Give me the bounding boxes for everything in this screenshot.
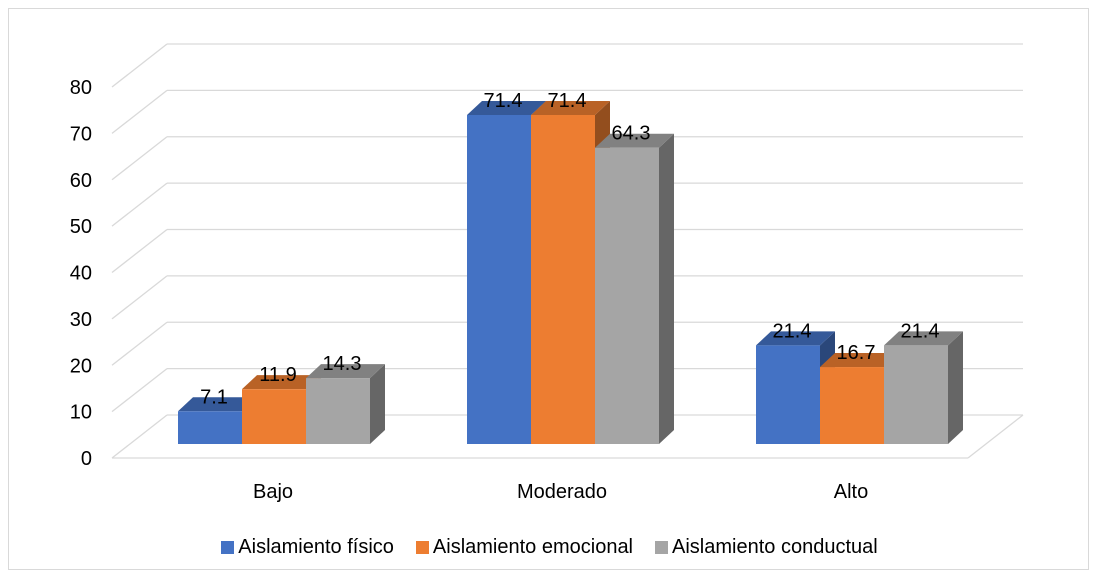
y-tick-label: 80 [70, 77, 92, 99]
data-label: 21.4 [901, 320, 940, 342]
data-label: 16.7 [837, 342, 876, 364]
y-tick-label: 40 [70, 263, 92, 285]
legend-item: Aislamiento físico [221, 536, 394, 559]
bar-top [531, 101, 610, 115]
legend-label: Aislamiento emocional [432, 536, 634, 558]
bar-front [884, 345, 948, 444]
gridline-side [111, 368, 168, 413]
y-tick-label: 60 [70, 170, 92, 192]
bar-front [595, 147, 659, 444]
bar-front [306, 378, 370, 444]
bar-front [820, 367, 884, 444]
gridline-side [111, 89, 168, 134]
gridline-side [111, 275, 168, 320]
bar-side [659, 133, 674, 444]
gridline-side [111, 43, 168, 88]
data-label: 71.4 [484, 90, 523, 112]
bar-front [178, 411, 242, 444]
data-label: 11.9 [259, 364, 296, 386]
bar-top [820, 353, 899, 368]
bar-side [948, 331, 963, 444]
gridline-side [111, 182, 168, 227]
gridline-side [111, 321, 168, 366]
data-labels: 7.1 11.9 14.3 71.4 71.4 64.3 21.4 16.7 21.4 [200, 90, 939, 408]
bar-top [756, 331, 835, 346]
legend-swatch [415, 541, 429, 554]
bar-front [531, 115, 595, 444]
bars [178, 101, 963, 444]
x-tick-label: Moderado [517, 481, 607, 503]
bar-side [370, 364, 385, 444]
legend-item: Aislamiento conductual [655, 536, 878, 559]
gridline-side [111, 136, 168, 181]
y-tick-label: 0 [81, 448, 92, 470]
gridline-side [111, 228, 168, 274]
y-tick-label: 20 [70, 355, 92, 377]
floor-right-edge [967, 414, 1024, 459]
bar-front [242, 389, 306, 444]
legend-label: Aislamiento conductual [672, 536, 878, 558]
bar [306, 364, 385, 444]
legend-item: Aislamiento emocional [415, 536, 634, 559]
bar-top [595, 133, 674, 148]
y-tick-label: 70 [70, 123, 92, 145]
legend-label: Aislamiento físico [238, 536, 394, 558]
bar-top [242, 375, 321, 390]
bar-top [884, 331, 963, 346]
chart-walls [112, 414, 1024, 459]
gridline-side [111, 414, 168, 459]
data-label: 21.4 [773, 320, 812, 342]
data-label: 64.3 [612, 123, 651, 145]
bar-top [306, 364, 385, 379]
bar [884, 331, 963, 444]
x-tick-label: Alto [834, 481, 868, 503]
y-tick-label: 50 [70, 216, 92, 238]
x-axis-categories: Bajo Moderado Alto [253, 481, 868, 503]
bar-front [756, 345, 820, 444]
data-label: 7.1 [200, 386, 228, 408]
bar-front [467, 115, 531, 444]
y-axis-ticks: 0 10 20 30 40 50 60 70 80 [70, 77, 92, 470]
data-label: 71.4 [548, 90, 587, 112]
legend: Aislamiento físico Aislamiento emocional A… [0, 536, 1099, 559]
bar-top [467, 101, 546, 115]
bar-top [178, 397, 257, 412]
data-label: 14.3 [323, 353, 362, 375]
legend-swatch [221, 541, 235, 554]
y-tick-label: 30 [70, 309, 92, 331]
x-tick-label: Bajo [253, 481, 293, 503]
y-tick-label: 10 [70, 402, 92, 424]
bar [595, 133, 674, 444]
legend-swatch [655, 541, 669, 554]
